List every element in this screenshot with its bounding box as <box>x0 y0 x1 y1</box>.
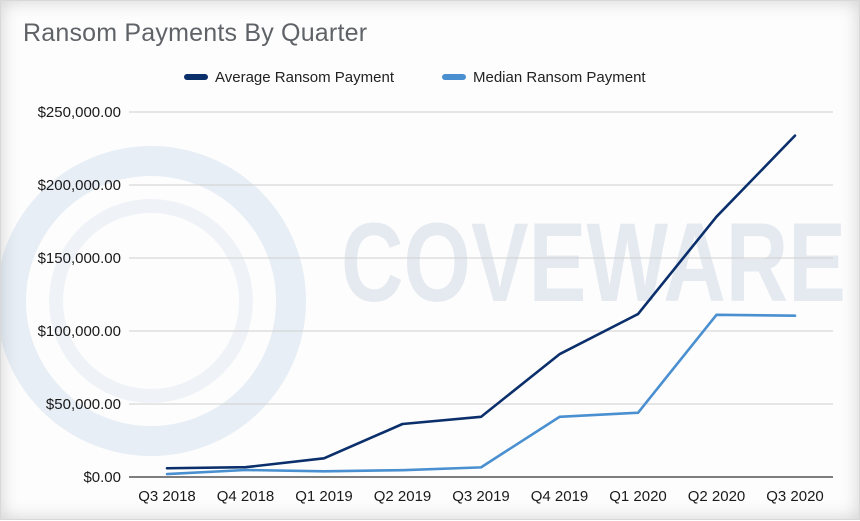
legend-label: Average Ransom Payment <box>215 69 395 86</box>
x-tick-label: Q3 2018 <box>138 488 196 505</box>
legend: Average Ransom Payment Median Ransom Paym… <box>187 69 646 86</box>
x-tick-label: Q2 2020 <box>688 488 746 505</box>
x-axis-ticks: Q3 2018 Q4 2018 Q1 2019 Q2 2019 Q3 2019 Q4 20… <box>138 488 824 505</box>
x-tick-label: Q1 2020 <box>609 488 667 505</box>
y-tick-label: $150,000.00 <box>38 250 121 267</box>
watermark-text: COVEWARE <box>341 200 846 325</box>
coveware-watermark: COVEWARE <box>11 161 846 441</box>
legend-label: Median Ransom Payment <box>473 69 646 86</box>
y-tick-label: $250,000.00 <box>38 104 121 121</box>
x-tick-label: Q2 2019 <box>374 488 432 505</box>
y-tick-label: $0.00 <box>83 469 121 486</box>
x-tick-label: Q3 2020 <box>766 488 824 505</box>
y-tick-label: $100,000.00 <box>38 323 121 340</box>
y-tick-label: $50,000.00 <box>46 396 121 413</box>
x-tick-label: Q4 2019 <box>531 488 589 505</box>
x-tick-label: Q3 2019 <box>452 488 510 505</box>
y-tick-label: $200,000.00 <box>38 177 121 194</box>
x-tick-label: Q4 2018 <box>217 488 275 505</box>
x-tick-label: Q1 2019 <box>295 488 353 505</box>
